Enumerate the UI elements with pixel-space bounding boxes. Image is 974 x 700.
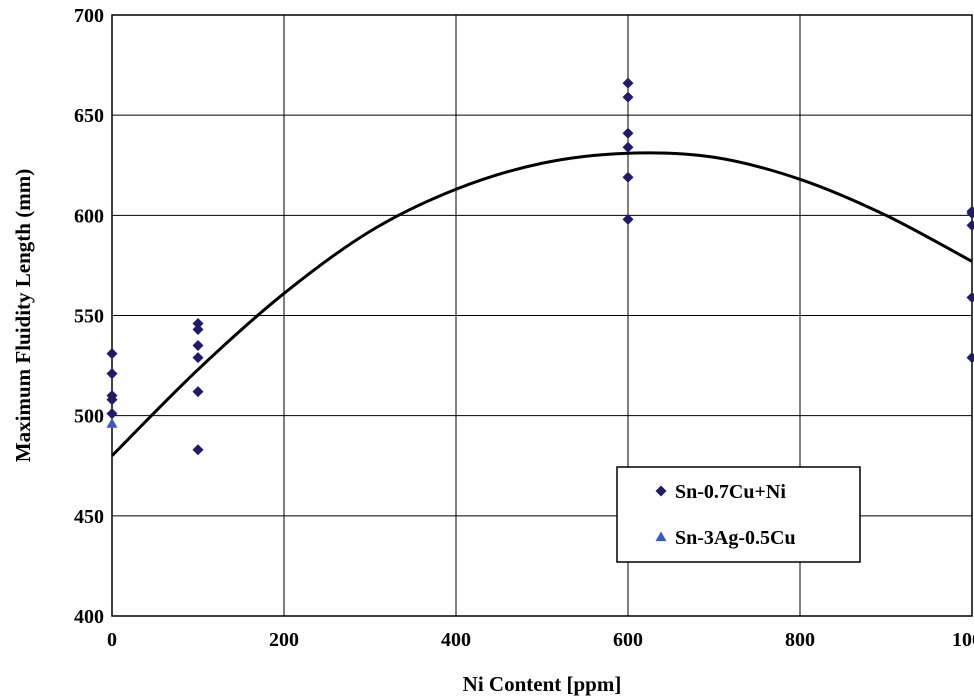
x-axis-title: Ni Content [ppm] (463, 672, 622, 696)
data-point (622, 213, 634, 225)
legend-box (616, 466, 861, 563)
data-point (106, 418, 118, 428)
x-tick-label: 600 (613, 629, 643, 651)
y-axis-title: Maximum Fluidity Length (mm) (11, 169, 35, 462)
x-tick-label: 200 (269, 629, 299, 651)
data-point (966, 352, 974, 364)
trendline-group (110, 151, 973, 457)
data-point (966, 219, 974, 231)
legend-marker (655, 485, 667, 497)
data-point (622, 127, 634, 139)
data-point (192, 318, 204, 330)
data-point (106, 368, 118, 380)
data-point (622, 171, 634, 183)
data-point (622, 77, 634, 89)
y-tick-label: 450 (74, 506, 104, 528)
y-tick-label: 550 (74, 306, 104, 328)
legend: Sn-0.7Cu+Ni Sn-3Ag-0.5Cu (616, 466, 861, 563)
y-tick-label: 500 (74, 406, 104, 428)
data-points (106, 77, 974, 456)
y-tick-label: 400 (74, 606, 104, 628)
x-tick-label: 0 (107, 629, 117, 651)
trendline (110, 151, 973, 457)
tick-labels: 0 200 400 600 800 1000 400 450 500 550 600 650 700 (74, 5, 974, 651)
data-point (622, 91, 634, 103)
data-point (106, 394, 118, 406)
legend-marker (655, 531, 667, 542)
x-tick-label: 1000 (952, 629, 974, 651)
data-point (106, 408, 118, 420)
x-tick-label: 800 (785, 629, 815, 651)
data-point (192, 352, 204, 364)
y-tick-label: 700 (74, 5, 104, 27)
legend-label: Sn-0.7Cu+Ni (675, 481, 786, 503)
data-point (192, 324, 204, 336)
y-tick-label: 600 (74, 205, 104, 227)
legend-label: Sn-3Ag-0.5Cu (675, 527, 796, 549)
data-point (192, 340, 204, 352)
y-tick-label: 650 (74, 105, 104, 127)
grid (112, 15, 972, 616)
data-point (106, 348, 118, 360)
data-point (192, 444, 204, 456)
data-point (192, 386, 204, 398)
x-tick-label: 400 (441, 629, 471, 651)
data-point (966, 207, 974, 219)
data-point (966, 291, 974, 303)
data-point (622, 141, 634, 153)
